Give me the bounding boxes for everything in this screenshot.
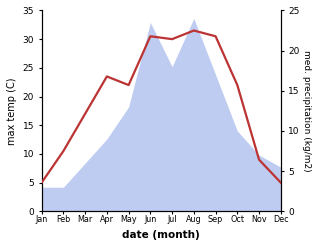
Y-axis label: max temp (C): max temp (C) bbox=[7, 77, 17, 145]
Y-axis label: med. precipitation (kg/m2): med. precipitation (kg/m2) bbox=[302, 50, 311, 172]
X-axis label: date (month): date (month) bbox=[122, 230, 200, 240]
